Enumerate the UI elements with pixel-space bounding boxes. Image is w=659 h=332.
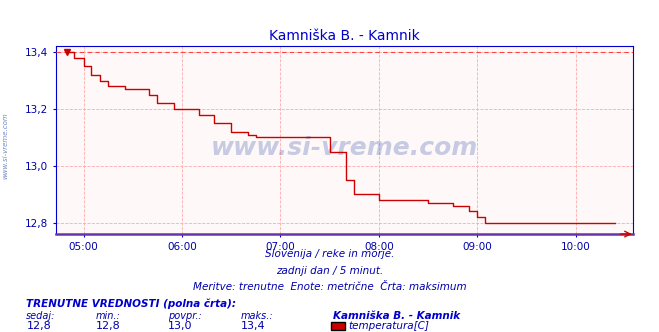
Text: Slovenija / reke in morje.: Slovenija / reke in morje. bbox=[265, 249, 394, 259]
Text: Kamniška B. - Kamnik: Kamniška B. - Kamnik bbox=[333, 311, 460, 321]
Text: 13,0: 13,0 bbox=[168, 321, 192, 331]
Text: TRENUTNE VREDNOSTI (polna črta):: TRENUTNE VREDNOSTI (polna črta): bbox=[26, 298, 237, 309]
Text: 12,8: 12,8 bbox=[96, 321, 121, 331]
Text: min.:: min.: bbox=[96, 311, 121, 321]
Text: temperatura[C]: temperatura[C] bbox=[348, 321, 429, 331]
Text: povpr.:: povpr.: bbox=[168, 311, 202, 321]
Text: Meritve: trenutne  Enote: metrične  Črta: maksimum: Meritve: trenutne Enote: metrične Črta: … bbox=[192, 283, 467, 292]
Text: www.si-vreme.com: www.si-vreme.com bbox=[211, 136, 478, 160]
Text: www.si-vreme.com: www.si-vreme.com bbox=[2, 113, 9, 180]
Text: 13,4: 13,4 bbox=[241, 321, 265, 331]
Text: sedaj:: sedaj: bbox=[26, 311, 56, 321]
Text: zadnji dan / 5 minut.: zadnji dan / 5 minut. bbox=[276, 266, 383, 276]
Text: 12,8: 12,8 bbox=[26, 321, 51, 331]
Title: Kamniška B. - Kamnik: Kamniška B. - Kamnik bbox=[269, 29, 420, 42]
Text: maks.:: maks.: bbox=[241, 311, 273, 321]
